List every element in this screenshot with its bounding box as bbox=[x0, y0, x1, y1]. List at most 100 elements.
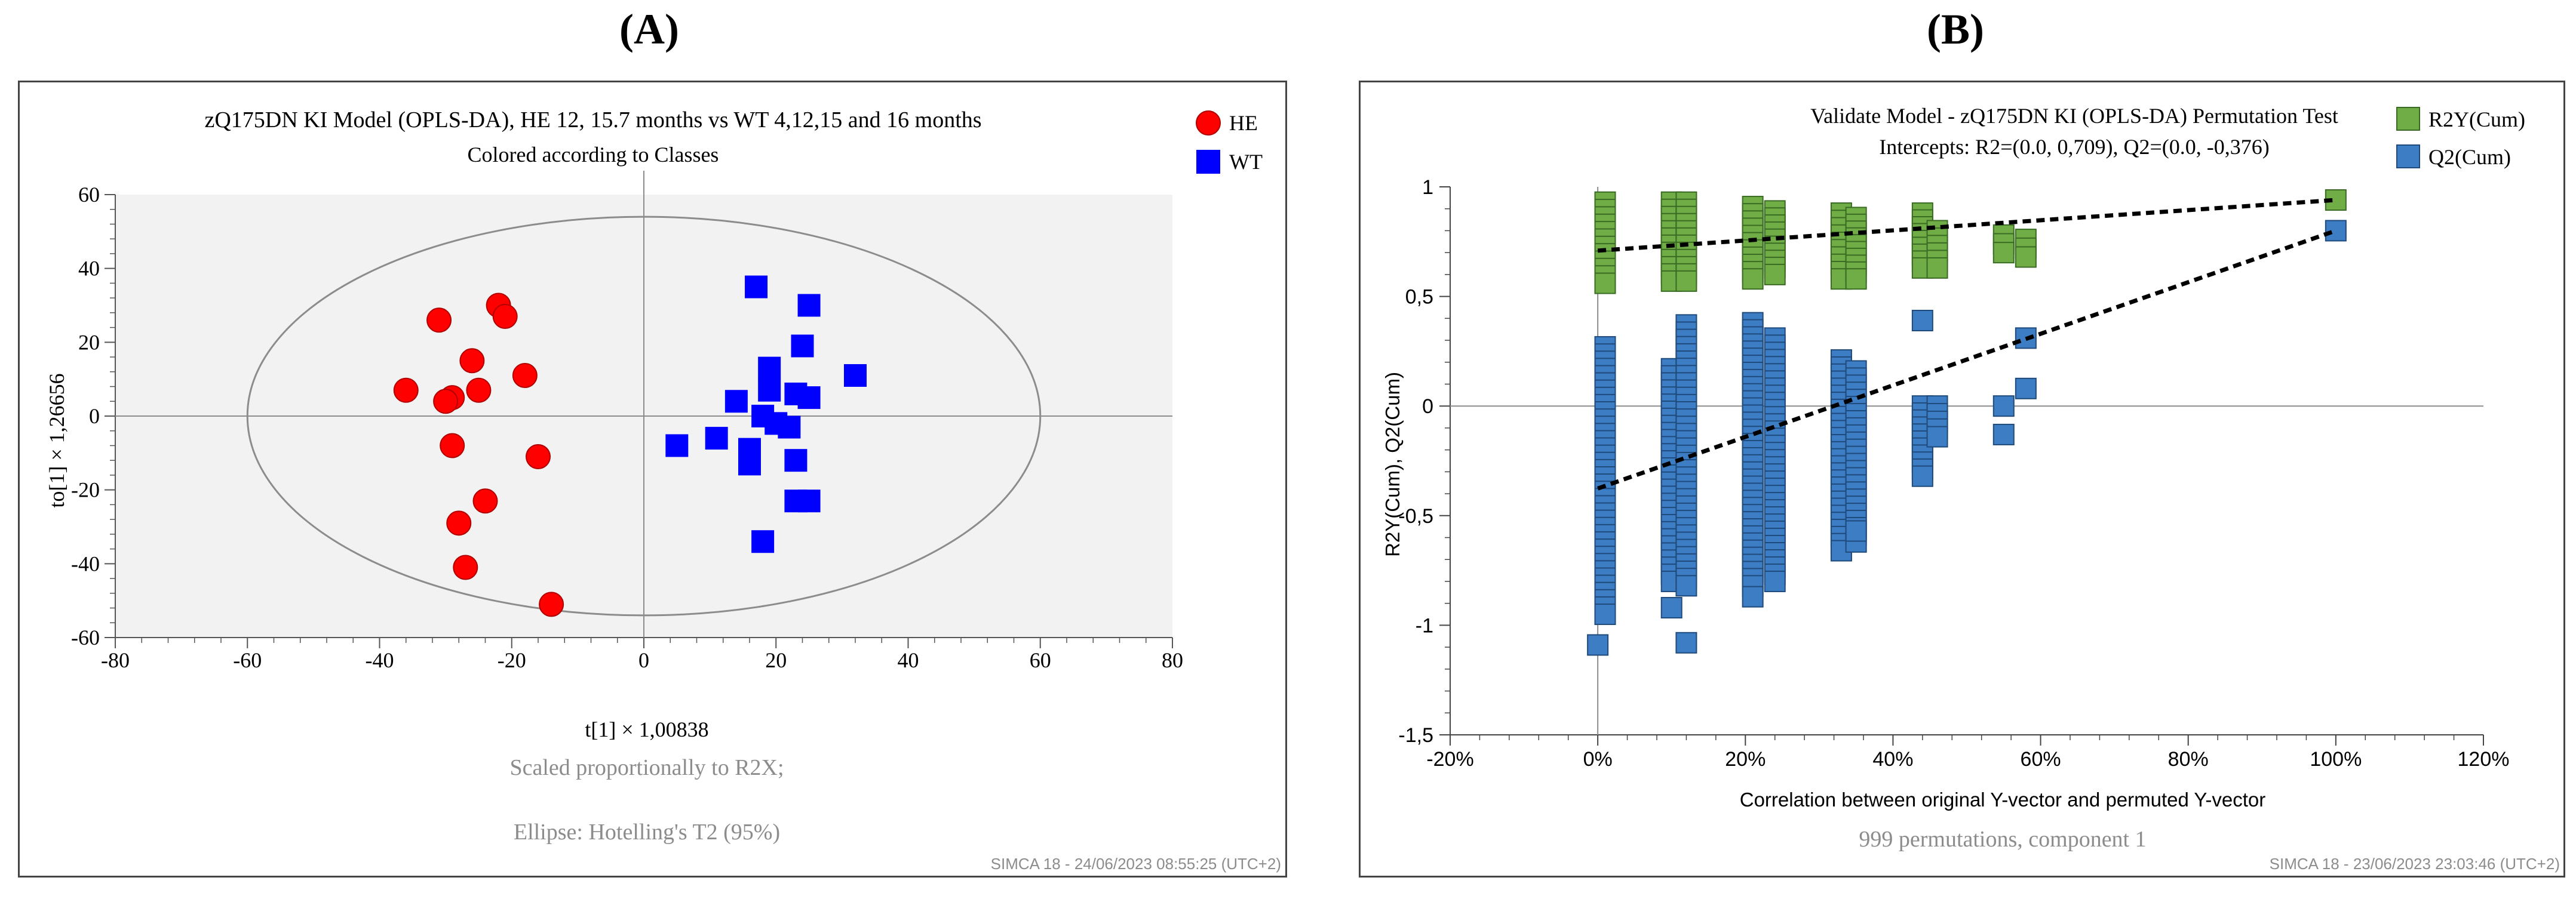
y-tick-label: 0,5 bbox=[1405, 286, 1433, 309]
x-tick-label: 60% bbox=[2021, 748, 2061, 771]
permutation-plot-frame: Validate Model - zQ175DN KI (OPLS-DA) Pe… bbox=[1359, 81, 2565, 878]
permutation-plot-subtitle: Intercepts: R2=(0.0, 0,709), Q2=(0.0, -0… bbox=[1879, 135, 2269, 159]
permutation-plot: Validate Model - zQ175DN KI (OPLS-DA) Pe… bbox=[1381, 104, 2560, 873]
y-tick-label: 1 bbox=[1422, 176, 1433, 199]
r2y-point bbox=[1845, 268, 1867, 290]
r2y-point bbox=[1764, 263, 1786, 285]
wt-point bbox=[751, 530, 775, 553]
q2-point bbox=[2015, 377, 2037, 399]
he-point bbox=[446, 510, 472, 536]
r2y-point bbox=[1992, 242, 2015, 264]
he-point bbox=[453, 555, 478, 580]
he-point bbox=[433, 389, 459, 414]
q2-point bbox=[1742, 586, 1764, 608]
wt-point bbox=[758, 378, 781, 402]
q2-point bbox=[1764, 570, 1786, 592]
panel-label-b: (B) bbox=[1927, 5, 1984, 53]
score-plot-subtitle: Colored according to Classes bbox=[468, 143, 719, 167]
wt-point bbox=[705, 427, 728, 450]
x-tick-label: 40% bbox=[1872, 748, 1913, 771]
r2y-point bbox=[1742, 268, 1764, 290]
wt-point bbox=[797, 294, 821, 317]
r2y-point bbox=[2015, 246, 2037, 268]
y-tick-label: -0,5 bbox=[1398, 505, 1433, 528]
permutation-plot-title: Validate Model - zQ175DN KI (OPLS-DA) Pe… bbox=[1810, 104, 2338, 128]
r2y-point bbox=[1675, 270, 1697, 292]
y-tick-label: -60 bbox=[71, 626, 100, 649]
x-tick-label: 60 bbox=[1030, 648, 1051, 672]
y-tick-label: 40 bbox=[78, 257, 100, 281]
permutation-plot-ylabel: R2Y(Cum), Q2(Cum) bbox=[1381, 372, 1404, 557]
intercept-lines bbox=[1596, 198, 2337, 491]
score-plot-xlabel: t[1] × 1,00838 bbox=[585, 718, 708, 741]
he-point bbox=[472, 488, 498, 514]
x-tick-label: -40 bbox=[366, 648, 394, 672]
score-plot-title: zQ175DN KI Model (OPLS-DA), HE 12, 15.7 … bbox=[204, 107, 981, 133]
he-point bbox=[526, 444, 551, 470]
score-plot-frame: zQ175DN KI Model (OPLS-DA), HE 12, 15.7 … bbox=[18, 81, 1287, 878]
he-point bbox=[539, 592, 564, 617]
x-tick-label: 20% bbox=[1725, 748, 1766, 771]
score-plot-points bbox=[393, 275, 867, 617]
y-tick-label: -1,5 bbox=[1398, 724, 1433, 747]
permutation-plot-ticks: -20% 0% 20% 40% 60% 80% 100% 120% -1,5 -1 -0,5 0 0,5… bbox=[1398, 176, 2509, 771]
y-tick-label: -1 bbox=[1416, 614, 1433, 637]
x-tick-label: 80% bbox=[2168, 748, 2209, 771]
he-point bbox=[466, 377, 492, 403]
x-tick-label: 20 bbox=[765, 648, 787, 672]
q2-point bbox=[1587, 634, 1609, 656]
he-point bbox=[440, 433, 465, 458]
q2-point bbox=[1675, 575, 1697, 597]
q2-point bbox=[1911, 309, 1933, 331]
q2-point bbox=[1660, 597, 1682, 619]
r2y-point bbox=[1926, 257, 1948, 279]
he-point bbox=[512, 362, 538, 388]
x-tick-label: -20 bbox=[498, 648, 526, 672]
wt-point bbox=[844, 364, 867, 387]
q2-point bbox=[1992, 423, 2015, 445]
score-plot-watermark: SIMCA 18 - 24/06/2023 08:55:25 (UTC+2) bbox=[991, 855, 1281, 873]
legend-he-label: HE bbox=[1229, 111, 1258, 135]
he-point bbox=[426, 307, 452, 333]
q2-point bbox=[1992, 395, 2015, 417]
y-tick-label: 0 bbox=[89, 404, 100, 428]
x-tick-label: 40 bbox=[898, 648, 919, 672]
wt-point bbox=[745, 275, 768, 298]
q2-point bbox=[1926, 426, 1948, 448]
wt-point bbox=[791, 334, 814, 358]
score-plot-legend: HE WT bbox=[1196, 110, 1263, 174]
legend-wt-label: WT bbox=[1229, 150, 1263, 174]
q2-point bbox=[1675, 632, 1697, 654]
y-tick-label: 60 bbox=[78, 183, 100, 207]
x-tick-label: -60 bbox=[233, 648, 262, 672]
x-tick-label: 80 bbox=[1162, 648, 1183, 672]
q2-point bbox=[1911, 465, 1933, 487]
y-tick-label: 0 bbox=[1422, 395, 1433, 418]
x-tick-label: 0 bbox=[638, 648, 649, 672]
he-point bbox=[393, 377, 419, 403]
y-tick-label: -20 bbox=[71, 478, 100, 502]
legend-wt-marker bbox=[1196, 150, 1220, 174]
x-tick-label: 100% bbox=[2310, 748, 2362, 771]
wt-point bbox=[724, 390, 748, 413]
wt-point bbox=[665, 434, 689, 457]
score-plot-footnote-1: Scaled proportionally to R2X; bbox=[509, 755, 784, 780]
legend-r2y-marker bbox=[2396, 107, 2420, 131]
wt-point bbox=[797, 386, 821, 410]
wt-point bbox=[784, 449, 808, 472]
legend-q2-marker bbox=[2396, 144, 2420, 168]
hotelling-ellipse bbox=[246, 215, 1042, 617]
r2-intercept-line bbox=[1597, 198, 2336, 253]
y-tick-label: -40 bbox=[71, 552, 100, 575]
q2-intercept-line bbox=[1596, 229, 2337, 491]
legend-q2-label: Q2(Cum) bbox=[2428, 145, 2511, 169]
r2y-point bbox=[1594, 272, 1616, 294]
wt-point bbox=[797, 489, 821, 513]
legend-he-marker bbox=[1196, 110, 1221, 136]
x-tick-label: -20% bbox=[1426, 748, 1473, 771]
permutation-plot-watermark: SIMCA 18 - 23/06/2023 23:03:46 (UTC+2) bbox=[2270, 855, 2560, 873]
wt-point bbox=[738, 452, 761, 476]
panel-label-a: (A) bbox=[619, 5, 679, 53]
x-tick-label: 0% bbox=[1583, 748, 1613, 771]
